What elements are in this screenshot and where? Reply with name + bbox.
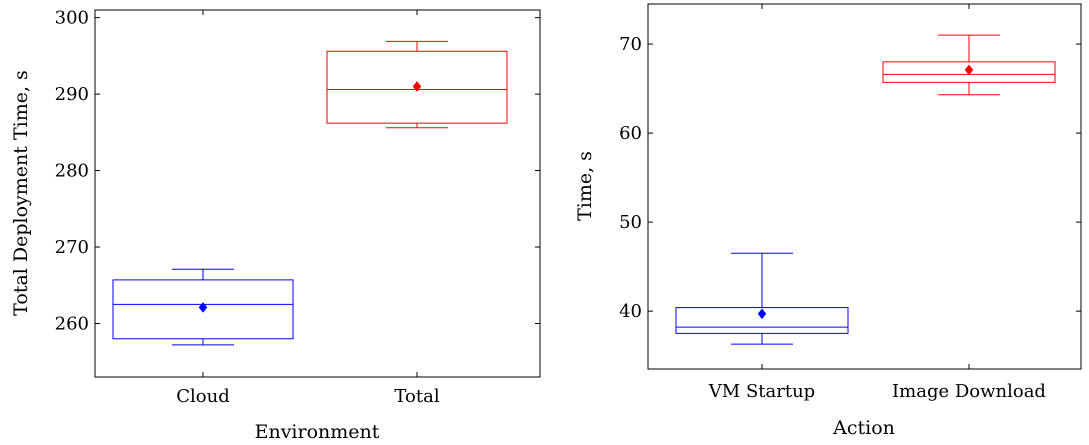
- mean-marker: [412, 81, 422, 92]
- y-tick-label: 260: [55, 313, 89, 334]
- box-total: [326, 40, 508, 129]
- x-tick-label: Total: [394, 386, 439, 407]
- mean-marker: [757, 308, 767, 320]
- x-tick-label: VM Startup: [708, 381, 815, 402]
- y-tick-label: 290: [55, 84, 89, 105]
- boxes: [112, 40, 508, 346]
- plot-frame: [647, 3, 1082, 370]
- chart-action-time: Action Time, s 40 50 60 70 VM Startup Image D…: [574, 3, 1082, 439]
- y-tick-label: 270: [55, 237, 89, 258]
- y-tick-label: 60: [619, 123, 642, 144]
- box-cloud: [112, 268, 294, 346]
- chart-total-deployment-time: Environment Total Deployment Time, s 260…: [10, 8, 541, 443]
- iqr-box: [326, 50, 508, 124]
- y-tick-label: 50: [619, 212, 642, 233]
- x-axis-label: Action: [832, 417, 895, 439]
- iqr-box: [112, 279, 294, 340]
- y-tick-label: 280: [55, 161, 89, 182]
- x-tick-label: Image Download: [892, 381, 1046, 402]
- iqr-box: [675, 307, 849, 334]
- x-axis-label: Environment: [255, 421, 380, 443]
- ticks: 40 50 60 70 VM Startup Image Download: [619, 4, 1081, 402]
- mean-marker: [198, 302, 208, 313]
- boxes: [675, 34, 1056, 345]
- y-tick-label: 300: [55, 8, 89, 29]
- y-tick-label: 40: [619, 301, 642, 322]
- y-tick-label: 70: [619, 34, 642, 55]
- y-axis-label: Time, s: [574, 151, 596, 221]
- plot-frame: [94, 9, 541, 378]
- box-image-download: [882, 34, 1056, 96]
- iqr-box: [882, 61, 1056, 83]
- y-axis-label: Total Deployment Time, s: [10, 70, 32, 316]
- x-tick-label: Cloud: [176, 386, 229, 407]
- box-vm-startup: [675, 252, 849, 345]
- ticks: 260 270 280 290 300 Cloud Total: [55, 8, 540, 407]
- mean-marker: [964, 64, 974, 76]
